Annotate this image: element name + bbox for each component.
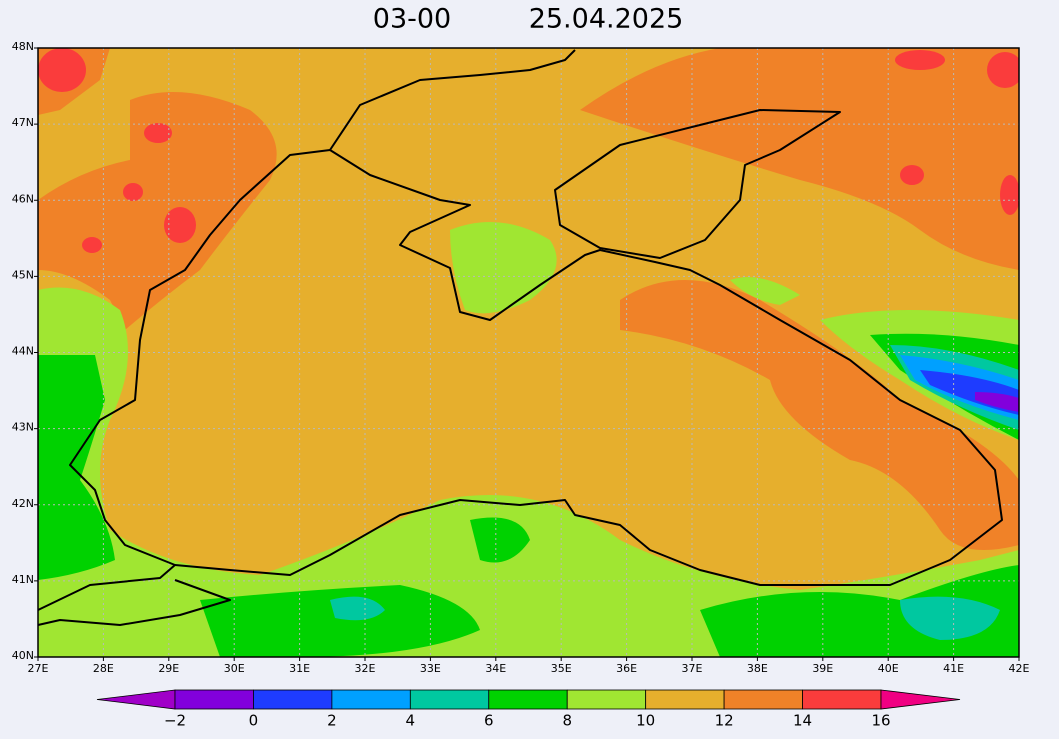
lon-tick-label: 35E [551, 662, 572, 675]
colorbar-label: 2 [327, 712, 337, 730]
temperature-field [38, 48, 1019, 657]
colorbar-segment [488, 689, 568, 710]
colorbar-segment [723, 689, 803, 710]
title-time: 03-00 [373, 4, 451, 35]
colorbar-segment [409, 689, 490, 710]
colorbar-arrow-high [880, 689, 961, 710]
colorbar-segment [331, 689, 411, 710]
lat-tick-label: 43N [12, 421, 34, 434]
lon-tick-label: 38E [747, 662, 768, 675]
lat-tick-label: 42N [12, 497, 34, 510]
marmara-coast [37, 564, 231, 626]
colorbar-label: 4 [406, 712, 416, 730]
lon-tick-label: 36E [616, 662, 637, 675]
lon-tick-label: 34E [485, 662, 506, 675]
colorbar-segment [645, 689, 725, 710]
lat-tick-label: 40N [12, 649, 34, 662]
colorbar-segment [566, 689, 647, 710]
colorbar-segment [802, 689, 882, 710]
colorbar-label: 0 [249, 712, 259, 730]
lon-tick-label: 27E [28, 662, 49, 675]
north-coast [329, 49, 576, 151]
black-sea-coast [69, 149, 1003, 586]
lon-tick-label: 28E [93, 662, 114, 675]
lat-tick-label: 45N [12, 268, 34, 281]
title-date: 25.04.2025 [529, 4, 684, 35]
lon-tick-label: 42E [1009, 662, 1030, 675]
coastline [37, 49, 1003, 626]
colorbar-label: 12 [715, 712, 734, 730]
lon-tick-label: 40E [878, 662, 899, 675]
lon-tick-label: 33E [420, 662, 441, 675]
colorbar-label: −2 [164, 712, 186, 730]
colorbar-label: 6 [484, 712, 494, 730]
lon-tick-label: 37E [682, 662, 703, 675]
lon-tick-label: 39E [812, 662, 833, 675]
colorbar: −2 0 2 4 6 8 10 12 14 16 [96, 689, 961, 730]
lat-tick-label: 47N [12, 116, 34, 129]
lat-tick-label: 44N [12, 345, 34, 358]
lon-tick-label: 29E [158, 662, 179, 675]
lon-tick-label: 41E [943, 662, 964, 675]
azov-coast [554, 109, 841, 259]
lat-tick-label: 41N [12, 573, 34, 586]
colorbar-label: 14 [793, 712, 812, 730]
lon-tick-label: 30E [224, 662, 245, 675]
lon-tick-label: 32E [355, 662, 376, 675]
lat-tick-label: 46N [12, 192, 34, 205]
lon-tick-label: 31E [289, 662, 310, 675]
colorbar-arrow-low [96, 689, 176, 710]
colorbar-label: 8 [562, 712, 572, 730]
colorbar-segment [174, 689, 254, 710]
colorbar-label: 16 [871, 712, 890, 730]
colorbar-label: 10 [636, 712, 655, 730]
lat-tick-label: 48N [12, 40, 34, 53]
colorbar-segment [253, 689, 333, 710]
